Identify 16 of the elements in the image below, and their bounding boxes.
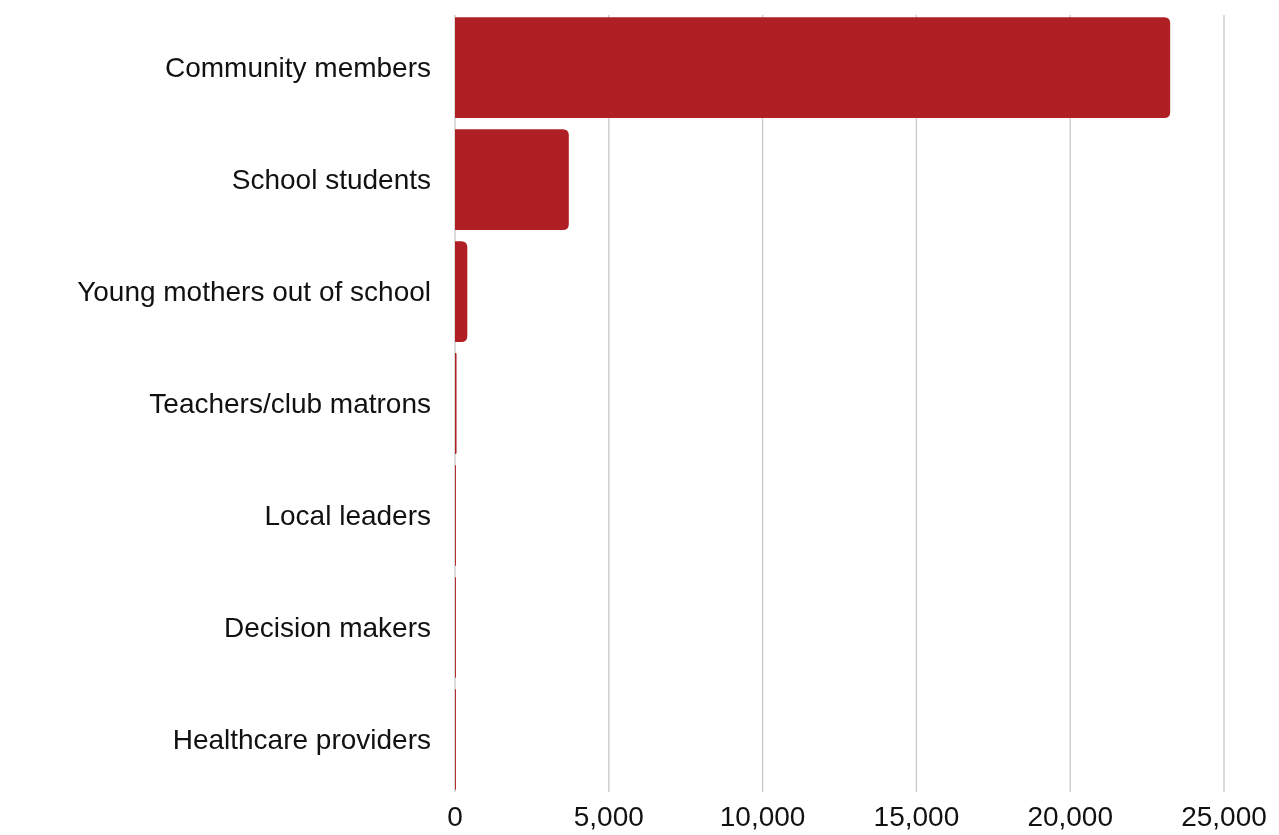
y-tick-label: Healthcare providers	[172, 724, 431, 756]
x-tick-label: 0	[447, 801, 463, 832]
y-tick-label: School students	[231, 164, 431, 196]
x-tick-label: 10,000	[719, 801, 806, 832]
y-tick-label: Decision makers	[224, 612, 431, 644]
bar	[455, 241, 468, 342]
y-tick-label: Young mothers out of school	[77, 276, 431, 308]
bar	[455, 17, 1171, 118]
x-tick-label: 5,000	[573, 801, 644, 832]
x-tick-label: 25,000	[1181, 801, 1267, 832]
x-tick-label: 15,000	[873, 801, 960, 832]
bar	[455, 129, 569, 230]
x-tick-label: 20,000	[1027, 801, 1114, 832]
y-tick-label: Local leaders	[264, 500, 431, 532]
y-tick-label: Teachers/club matrons	[149, 388, 431, 420]
y-tick-label: Community members	[164, 52, 431, 84]
